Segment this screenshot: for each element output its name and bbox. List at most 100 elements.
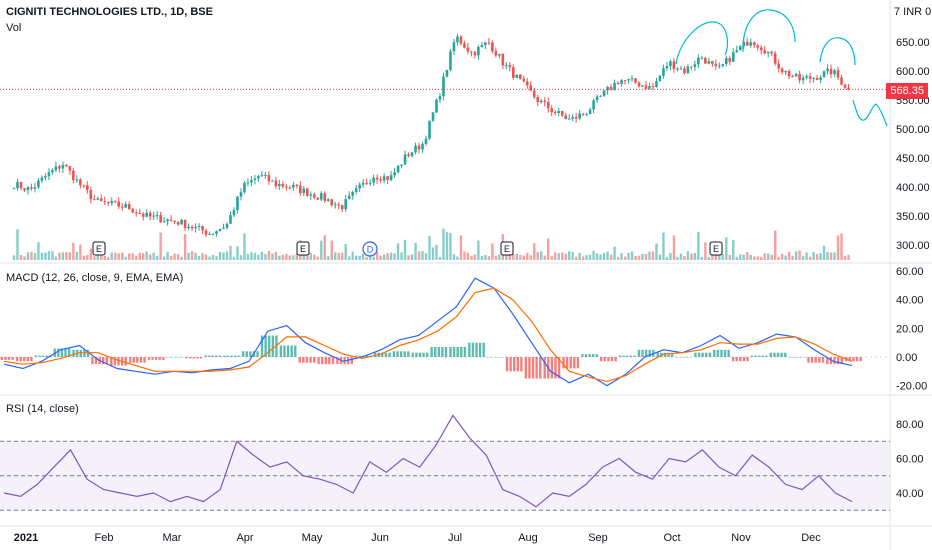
volume-bar (334, 252, 337, 260)
macd-histogram-bar (471, 342, 475, 357)
price-tick-label: 450.00 (896, 153, 930, 165)
volume-bar (393, 253, 396, 260)
volume-bar (285, 253, 288, 260)
volume-bar (707, 256, 711, 260)
macd-histogram-bar (591, 354, 595, 357)
candle-body (798, 73, 801, 81)
candle-body (79, 179, 82, 186)
macd-label[interactable]: MACD (12, 26, close, 9, EMA, EMA) (6, 272, 184, 284)
macd-histogram-bar (581, 354, 584, 357)
volume-bar (341, 252, 344, 260)
macd-histogram-bar (754, 355, 757, 357)
macd-histogram-bar (670, 352, 674, 357)
volume-bar (201, 253, 204, 260)
candle-body (627, 79, 630, 81)
macd-histogram-bar (607, 357, 610, 362)
volume-bar (93, 256, 96, 260)
price-tick-label: 350.00 (896, 211, 930, 223)
candle-body (236, 196, 239, 211)
macd-histogram-bar (151, 357, 154, 360)
volume-bar (581, 256, 585, 260)
chart-title[interactable]: CIGNITI TECHNOLOGIES LTD., 1D, BSE (6, 6, 213, 18)
volume-label[interactable]: Vol (6, 22, 22, 34)
macd-histogram-bar (320, 357, 324, 365)
candle-body (836, 70, 840, 78)
candle-body (770, 51, 773, 54)
macd-histogram-bar (211, 355, 214, 357)
volume-bar (529, 255, 532, 260)
macd-histogram-bar (610, 357, 614, 362)
macd-histogram-bar (686, 357, 689, 358)
volume-bar (260, 251, 264, 260)
volume-bar (519, 254, 522, 260)
candle-body (65, 164, 68, 167)
volume-bar (274, 251, 278, 260)
macd-histogram-bar (136, 357, 139, 363)
candle-body (505, 65, 508, 67)
volume-bar (560, 252, 564, 260)
volume-bar (166, 251, 169, 260)
macd-histogram-bar (814, 357, 817, 363)
macd-histogram-bar (434, 346, 437, 357)
candle-body (229, 215, 232, 224)
volume-bar (281, 254, 285, 260)
macd-histogram-bar (482, 342, 485, 357)
macd-histogram-bar (622, 355, 625, 357)
macd-histogram-bar (818, 357, 821, 363)
candle-body (546, 101, 550, 109)
candle-body (620, 80, 623, 84)
macd-histogram-bar (256, 351, 259, 357)
macd-histogram-bar (407, 351, 410, 357)
macd-histogram-bar (618, 355, 622, 357)
macd-histogram-bar (468, 342, 471, 357)
volume-bar (620, 253, 623, 260)
time-tick-label: Mar (163, 532, 182, 544)
volume-bar (389, 252, 393, 260)
candle-body (99, 198, 103, 201)
candle-body (75, 179, 79, 181)
candle-body (299, 185, 302, 194)
macd-histogram-bar (765, 355, 768, 357)
volume-bar (72, 242, 75, 260)
volume-bar (40, 252, 44, 260)
volume-bar (155, 255, 159, 260)
macd-line (3, 277, 853, 387)
macd-histogram-bar (735, 357, 738, 362)
candle-body (480, 45, 484, 47)
price-tick-label: 500.00 (896, 124, 930, 136)
volume-bar (683, 256, 686, 260)
volume-bar (114, 252, 117, 260)
candle-body (180, 219, 183, 225)
candle-body (316, 197, 320, 200)
candle-body (613, 82, 616, 90)
volume-bar (19, 255, 23, 260)
macd-histogram-bar (113, 357, 117, 366)
volume-bar (634, 256, 637, 260)
candle-body (470, 51, 473, 53)
candle-body (306, 188, 309, 196)
candle-body (669, 61, 672, 66)
volume-bar (714, 251, 718, 260)
volume-bar (833, 252, 836, 260)
volume-bar (309, 253, 312, 260)
candle-body (843, 84, 847, 88)
macd-histogram-bar (11, 357, 14, 360)
macd-histogram-bar (494, 357, 497, 358)
candle-body (354, 188, 358, 192)
macd-histogram-bar (795, 357, 799, 358)
candle-body (58, 166, 61, 169)
volume-bar (728, 254, 731, 260)
volume-bar (665, 256, 669, 260)
macd-histogram-bar (260, 335, 264, 357)
candle-body (567, 118, 571, 120)
macd-histogram-bar (0, 357, 3, 360)
macd-histogram-bar (132, 357, 135, 363)
volume-bar (316, 256, 319, 260)
rsi-label[interactable]: RSI (14, close) (6, 403, 79, 415)
volume-bar (836, 235, 840, 260)
candle-body (819, 77, 822, 80)
volume-bar (138, 252, 141, 260)
time-tick-label: Jul (448, 532, 462, 544)
volume-bar (456, 256, 459, 260)
